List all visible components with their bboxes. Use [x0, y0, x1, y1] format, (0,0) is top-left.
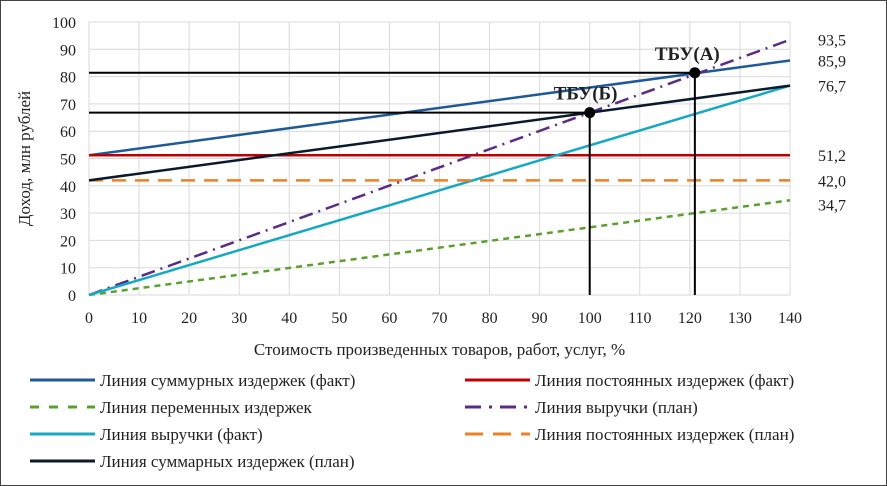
x-tick-label: 60 [381, 310, 397, 327]
x-tick-label: 50 [331, 310, 347, 327]
x-tick-label: 120 [678, 310, 702, 327]
legend-label: Линия переменных издержек [100, 398, 313, 417]
y-tick-label: 60 [60, 124, 76, 141]
x-tick-label: 40 [281, 310, 297, 327]
y-tick-label: 90 [60, 42, 76, 59]
y-tick-label: 50 [60, 152, 76, 169]
series-line [88, 84, 791, 182]
x-tick-label: 0 [85, 310, 93, 327]
x-tick-label: 70 [432, 310, 448, 327]
x-tick-label: 90 [532, 310, 548, 327]
end-value-label: 34,7 [818, 197, 846, 214]
y-tick-label: 70 [60, 97, 76, 114]
legend-label: Линия выручки (факт) [100, 425, 263, 444]
y-tick-label: 0 [68, 288, 76, 305]
series-line [88, 199, 791, 297]
y-tick-label: 80 [60, 70, 76, 87]
end-value-label: 85,9 [818, 53, 846, 70]
break-even-point [584, 107, 596, 119]
legend-label: Линия суммурных издержек (факт) [100, 371, 355, 390]
x-tick-label: 80 [482, 310, 498, 327]
x-tick-label: 10 [131, 310, 147, 327]
end-value-label: 51,2 [818, 148, 846, 165]
series-line [88, 38, 791, 297]
x-tick-label: 20 [181, 310, 197, 327]
legend-label: Линия постоянных издержек (факт) [535, 371, 794, 390]
x-tick-label: 100 [578, 310, 602, 327]
series-line [88, 84, 791, 297]
legend-label: Линия суммарных издержек (план) [100, 452, 355, 471]
y-tick-label: 40 [60, 179, 76, 196]
end-value-label: 76,7 [818, 79, 846, 96]
legend-label: Линия постоянных издержек (план) [535, 425, 794, 444]
end-value-label: 93,5 [818, 33, 846, 50]
legend-label: Линия выручки (план) [535, 398, 698, 417]
break-even-point [689, 67, 701, 79]
y-axis-label: Доход, млн рублей [15, 91, 34, 226]
x-axis-label: Стоимость произведенных товаров, работ, … [254, 340, 625, 359]
y-tick-label: 20 [60, 233, 76, 250]
x-tick-label: 30 [231, 310, 247, 327]
y-tick-label: 30 [60, 206, 76, 223]
y-tick-label: 10 [60, 261, 76, 278]
break-even-label: ТБУ(Б) [554, 84, 618, 105]
break-even-label: ТБУ(А) [655, 44, 720, 65]
series-line [88, 59, 791, 157]
x-tick-label: 110 [628, 310, 651, 327]
x-tick-label: 140 [778, 310, 802, 327]
end-value-label: 42,0 [818, 173, 846, 190]
y-tick-label: 100 [52, 15, 76, 32]
x-tick-label: 130 [728, 310, 752, 327]
